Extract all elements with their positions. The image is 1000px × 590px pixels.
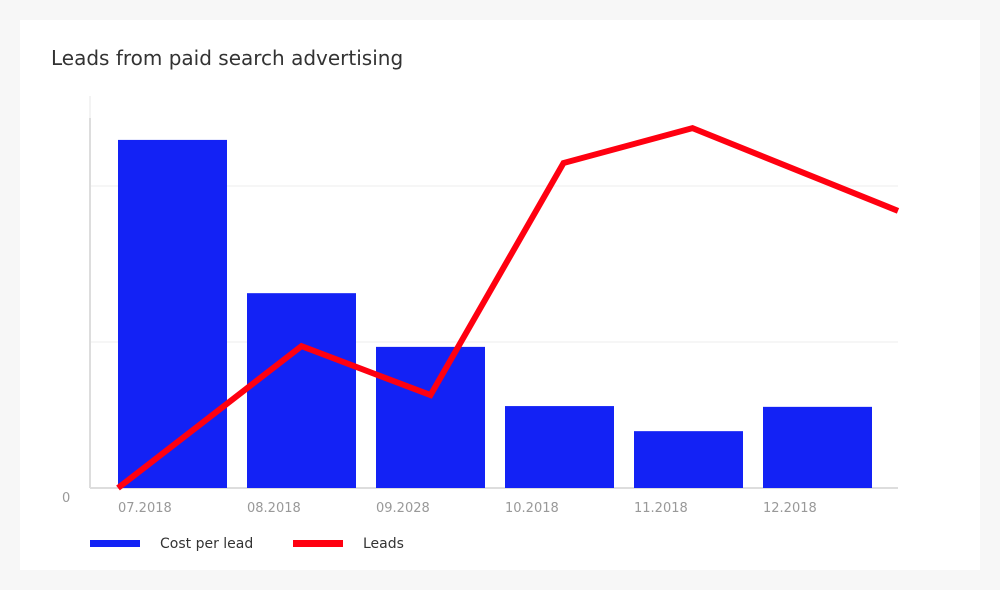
- bar: [118, 139, 227, 489]
- x-tick-label: 07.2018: [118, 501, 172, 516]
- x-tick-label: 08.2018: [247, 501, 301, 516]
- legend-swatch-leads: [293, 540, 343, 547]
- y-tick-label: 0: [62, 491, 70, 506]
- leads-line: [116, 124, 900, 491]
- x-tick-label: 09.2028: [376, 501, 430, 516]
- x-tick-label: 11.2018: [634, 501, 688, 516]
- bar: [376, 346, 485, 488]
- legend: Cost per lead Leads: [90, 536, 404, 552]
- bar: [505, 406, 614, 488]
- bar: [247, 293, 356, 488]
- x-tick-label: 12.2018: [763, 501, 817, 516]
- legend-label-leads: Leads: [363, 536, 404, 552]
- legend-label-cost: Cost per lead: [160, 536, 253, 552]
- x-tick-label: 10.2018: [505, 501, 559, 516]
- bar: [763, 406, 872, 488]
- bar: [634, 431, 743, 488]
- chart-title: Leads from paid search advertising: [51, 46, 404, 70]
- legend-swatch-cost: [90, 540, 140, 547]
